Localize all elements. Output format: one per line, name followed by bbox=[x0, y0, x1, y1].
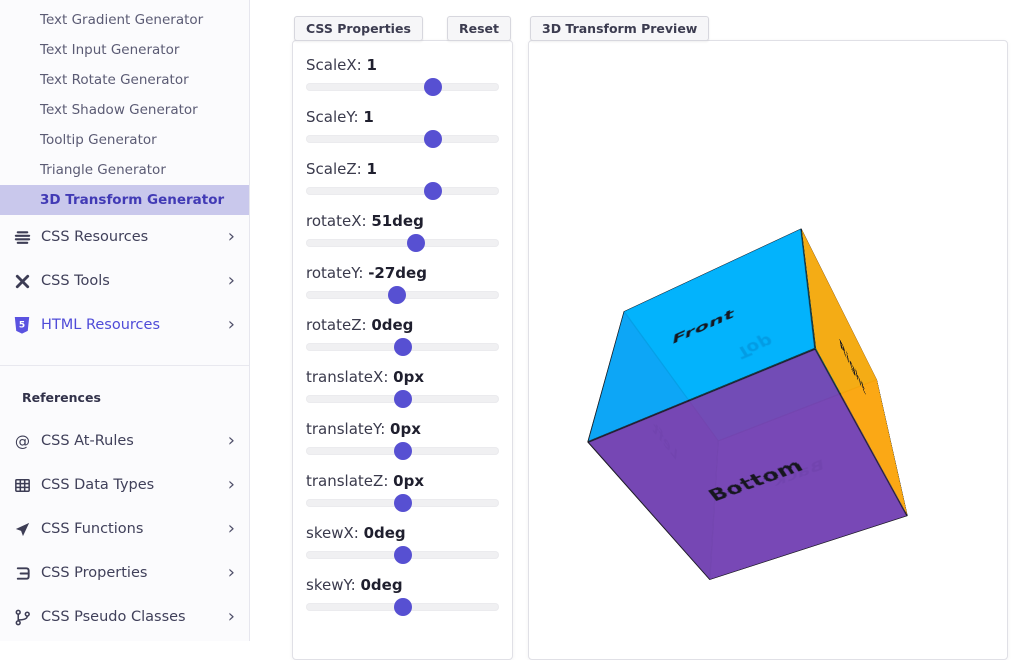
chevron-right-icon: › bbox=[227, 270, 235, 291]
sidebar-item-css-tools[interactable]: CSS Tools › bbox=[0, 259, 249, 303]
references-header: References bbox=[22, 390, 101, 405]
scalex-slider[interactable] bbox=[306, 78, 499, 96]
rotatey-slider[interactable] bbox=[306, 286, 499, 304]
cube-face-label: Right bbox=[838, 335, 867, 400]
skewx-slider[interactable] bbox=[306, 546, 499, 564]
branch-icon bbox=[12, 607, 32, 627]
slider-thumb[interactable] bbox=[424, 130, 443, 148]
slider-label: rotateY: -27deg bbox=[306, 264, 427, 282]
slider-label: ScaleX: 1 bbox=[306, 56, 377, 74]
cube-face-label: Front bbox=[671, 306, 735, 348]
slider-row-skewx: skewX: 0deg bbox=[306, 524, 499, 564]
slider-row-translatez: translateZ: 0px bbox=[306, 472, 499, 512]
slider-thumb[interactable] bbox=[393, 390, 412, 408]
slider-row-translatex: translateX: 0px bbox=[306, 368, 499, 408]
slider-row-rotatez: rotateZ: 0deg bbox=[306, 316, 499, 356]
svg-text:@: @ bbox=[14, 432, 29, 450]
chevron-right-icon: › bbox=[227, 562, 235, 583]
sidebar-item-text-gradient-generator[interactable]: Text Gradient Generator bbox=[40, 12, 204, 28]
slider-label: rotateX: 51deg bbox=[306, 212, 424, 230]
translatez-slider[interactable] bbox=[306, 494, 499, 512]
sidebar-item-text-input-generator[interactable]: Text Input Generator bbox=[40, 42, 180, 58]
chevron-right-icon: › bbox=[227, 226, 235, 247]
sidebar-item-label: CSS Resources bbox=[41, 229, 149, 245]
sidebar-item-css-properties[interactable]: CSS Properties › bbox=[0, 551, 249, 595]
slider-label: ScaleY: 1 bbox=[306, 108, 374, 126]
slider-label: skewX: 0deg bbox=[306, 524, 406, 542]
slider-label: rotateZ: 0deg bbox=[306, 316, 414, 334]
slider-row-translatey: translateY: 0px bbox=[306, 420, 499, 460]
sidebar-item-text-shadow-generator[interactable]: Text Shadow Generator bbox=[40, 102, 198, 118]
sidebar-item-label: CSS At-Rules bbox=[41, 433, 134, 449]
scalez-slider[interactable] bbox=[306, 182, 499, 200]
slider-row-scalez: ScaleZ: 1 bbox=[306, 160, 499, 200]
sidebar: Text Gradient Generator Text Input Gener… bbox=[0, 0, 250, 641]
css-properties-panel-title: CSS Properties bbox=[294, 16, 423, 41]
sidebar-item-label: CSS Tools bbox=[41, 273, 110, 289]
rotatex-slider[interactable] bbox=[306, 234, 499, 252]
cube-face-label: Bottom bbox=[704, 455, 807, 506]
cube-scene: Front Back Right Left Top Bottom bbox=[545, 196, 965, 616]
sidebar-item-css-at-rules[interactable]: @ CSS At-Rules › bbox=[0, 419, 249, 463]
slider-thumb[interactable] bbox=[387, 286, 406, 304]
sidebar-item-label: CSS Pseudo Classes bbox=[41, 609, 186, 625]
slider-thumb[interactable] bbox=[407, 234, 425, 252]
slider-thumb[interactable] bbox=[393, 598, 412, 616]
chevron-right-icon: › bbox=[227, 474, 235, 495]
slider-label: translateY: 0px bbox=[306, 420, 421, 438]
tools-icon bbox=[12, 271, 32, 291]
skewy-slider[interactable] bbox=[306, 598, 499, 616]
list-icon bbox=[12, 227, 32, 247]
cube: Front Back Right Left Top Bottom bbox=[587, 228, 908, 581]
css-bracket-icon bbox=[12, 563, 32, 583]
chevron-right-icon: › bbox=[227, 430, 235, 451]
preview-panel: 3D Transform Preview Front Back Right Le… bbox=[528, 16, 1008, 660]
slider-label: skewY: 0deg bbox=[306, 576, 403, 594]
slider-thumb[interactable] bbox=[393, 494, 412, 512]
slider-thumb[interactable] bbox=[424, 78, 443, 96]
sidebar-item-css-resources[interactable]: CSS Resources › bbox=[0, 215, 249, 259]
sidebar-item-3d-transform-generator[interactable]: 3D Transform Generator bbox=[0, 185, 249, 215]
translatex-slider[interactable] bbox=[306, 390, 499, 408]
slider-thumb[interactable] bbox=[424, 182, 443, 200]
sidebar-item-label: HTML Resources bbox=[41, 317, 161, 333]
scaley-slider[interactable] bbox=[306, 130, 499, 148]
css-properties-panel: CSS Properties Reset ScaleX: 1 ScaleY: 1… bbox=[292, 16, 513, 660]
chevron-right-icon: › bbox=[227, 518, 235, 539]
sidebar-item-label: CSS Properties bbox=[41, 565, 148, 581]
sidebar-item-css-pseudo-classes[interactable]: CSS Pseudo Classes › bbox=[0, 595, 249, 639]
preview-panel-title: 3D Transform Preview bbox=[530, 16, 710, 41]
slider-label: translateX: 0px bbox=[306, 368, 424, 386]
sidebar-divider bbox=[0, 365, 249, 366]
table-icon bbox=[12, 475, 32, 495]
slider-thumb[interactable] bbox=[393, 546, 412, 564]
chevron-right-icon: › bbox=[227, 314, 235, 335]
svg-text:5: 5 bbox=[19, 320, 25, 330]
slider-row-skewy: skewY: 0deg bbox=[306, 576, 499, 616]
slider-thumb[interactable] bbox=[393, 338, 412, 356]
slider-label: translateZ: 0px bbox=[306, 472, 424, 490]
slider-row-scaley: ScaleY: 1 bbox=[306, 108, 499, 148]
reset-button[interactable]: Reset bbox=[447, 16, 511, 41]
sidebar-item-label: CSS Functions bbox=[41, 521, 144, 537]
function-icon bbox=[12, 519, 32, 539]
slider-row-rotatey: rotateY: -27deg bbox=[306, 264, 499, 304]
sidebar-item-tooltip-generator[interactable]: Tooltip Generator bbox=[40, 132, 157, 148]
chevron-right-icon: › bbox=[227, 606, 235, 627]
slider-thumb[interactable] bbox=[393, 442, 412, 460]
sidebar-item-triangle-generator[interactable]: Triangle Generator bbox=[40, 162, 166, 178]
translatey-slider[interactable] bbox=[306, 442, 499, 460]
html5-icon: 5 bbox=[12, 315, 32, 335]
at-icon: @ bbox=[12, 431, 32, 451]
sidebar-item-html-resources[interactable]: 5 HTML Resources › bbox=[0, 303, 249, 347]
sidebar-item-text-rotate-generator[interactable]: Text Rotate Generator bbox=[40, 72, 189, 88]
sidebar-item-css-data-types[interactable]: CSS Data Types › bbox=[0, 463, 249, 507]
slider-label: ScaleZ: 1 bbox=[306, 160, 377, 178]
rotatez-slider[interactable] bbox=[306, 338, 499, 356]
sidebar-item-label: CSS Data Types bbox=[41, 477, 155, 493]
slider-row-rotatex: rotateX: 51deg bbox=[306, 212, 499, 252]
slider-row-scalex: ScaleX: 1 bbox=[306, 56, 499, 96]
sidebar-item-css-functions[interactable]: CSS Functions › bbox=[0, 507, 249, 551]
